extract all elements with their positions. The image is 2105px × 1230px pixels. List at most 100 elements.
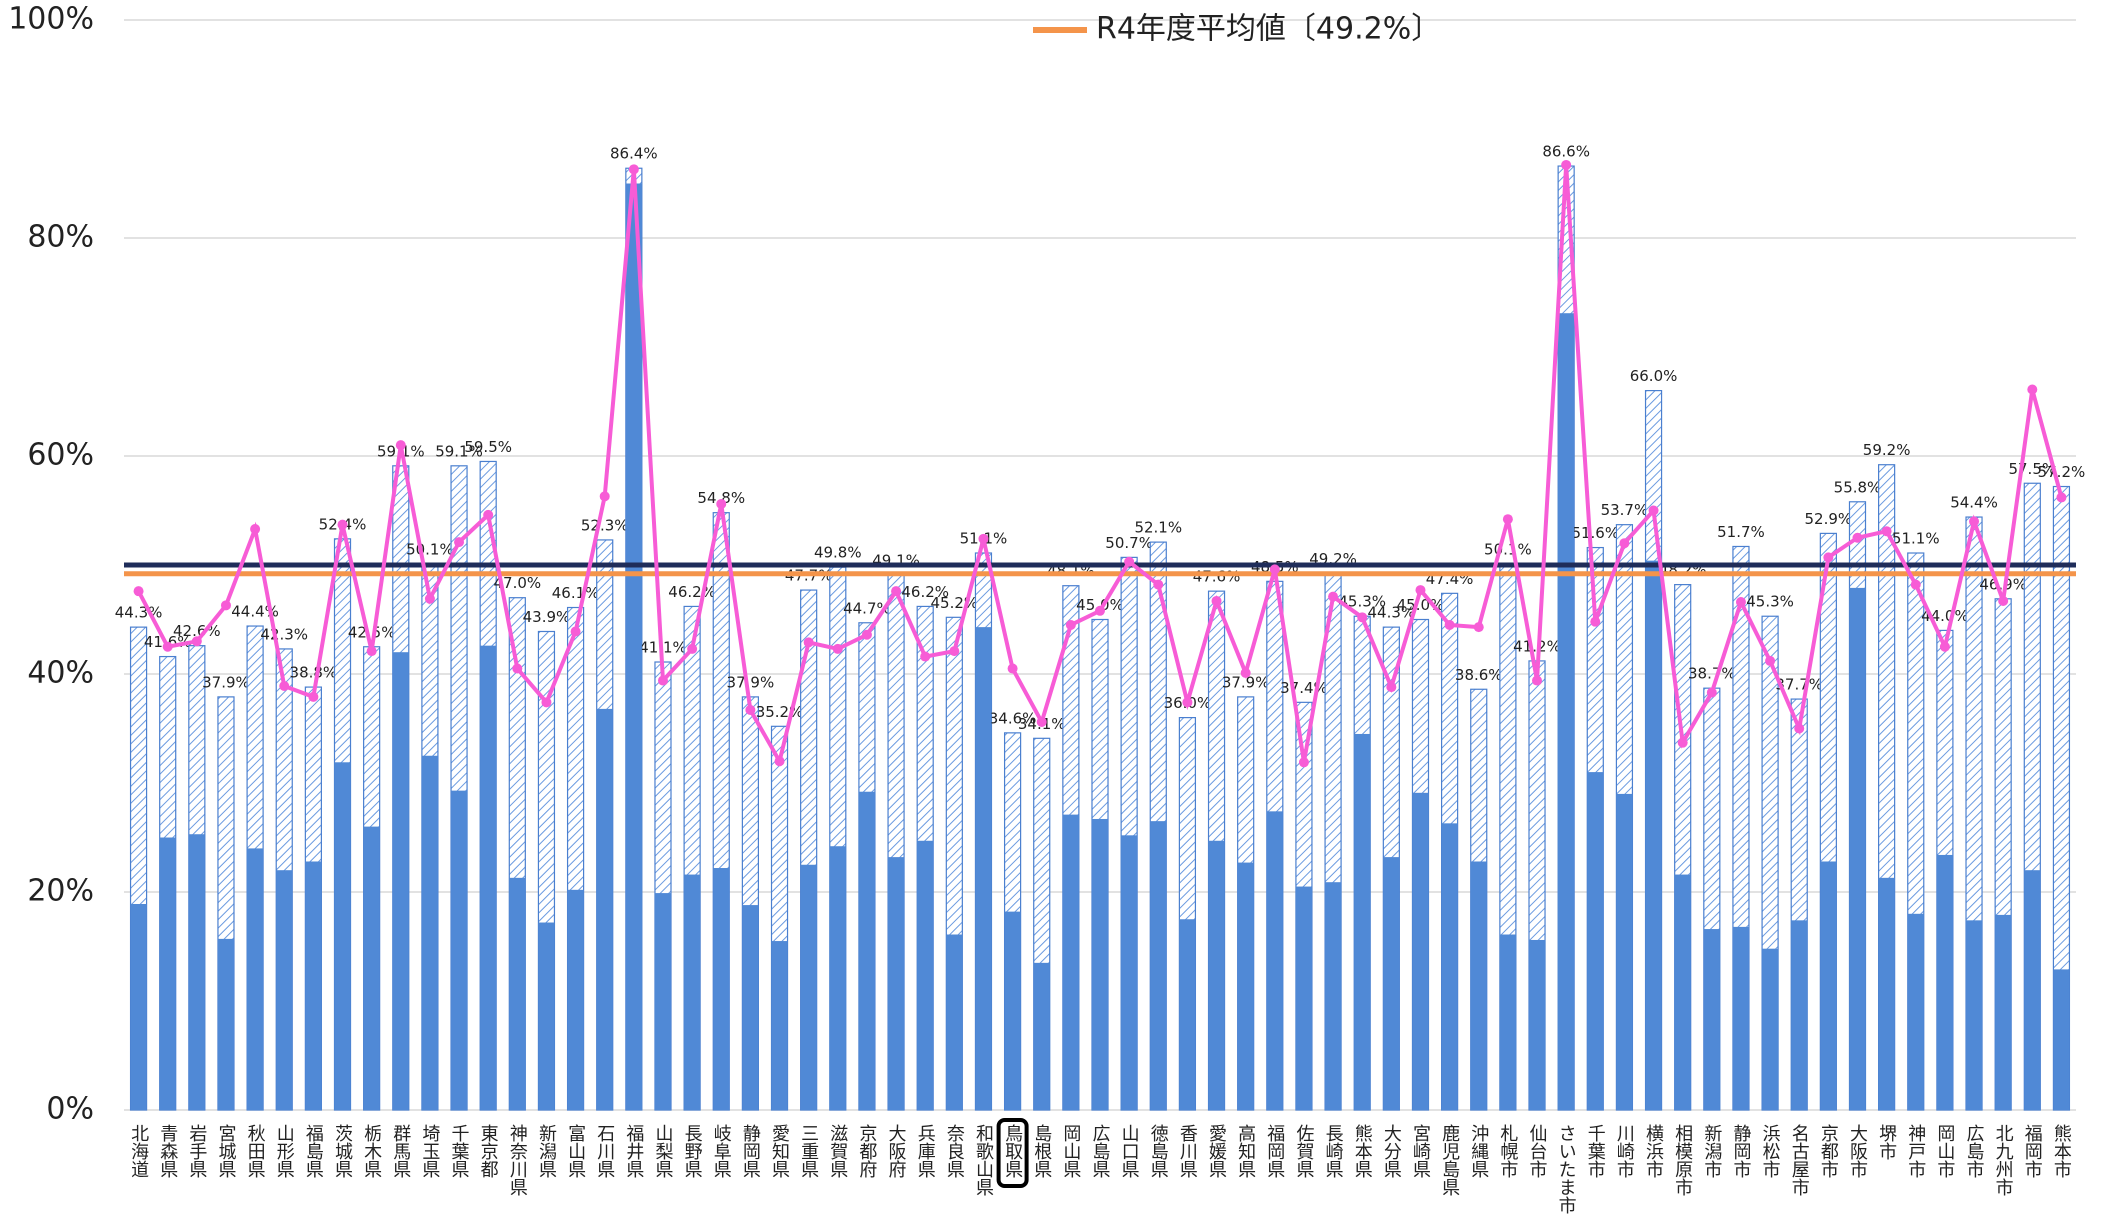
x-tick-label: 京都市 <box>1818 1124 1839 1178</box>
line-point <box>1211 595 1222 606</box>
x-tick-label: 滋賀県 <box>827 1124 848 1178</box>
line-point <box>657 675 668 686</box>
bar <box>1266 811 1283 1110</box>
line-point <box>1124 556 1135 567</box>
x-tick-label: 福岡市 <box>2022 1124 2043 1178</box>
data-label: 44.4% <box>231 603 279 621</box>
data-label: 46.2% <box>901 583 949 601</box>
line-point <box>1298 757 1309 768</box>
data-label: 46.1% <box>552 584 600 602</box>
data-label: 54.4% <box>1950 494 1998 512</box>
x-tick-label: 三重県 <box>798 1124 819 1178</box>
bar <box>1062 814 1079 1110</box>
bar <box>858 791 875 1110</box>
x-tick-label: 長野県 <box>682 1124 703 1178</box>
bar <box>625 183 642 1110</box>
data-label: 66.0% <box>1630 367 1678 385</box>
bar <box>1587 772 1604 1110</box>
x-tick-label: 東京都 <box>478 1124 499 1178</box>
x-tick-label: 埼玉県 <box>419 1124 440 1178</box>
line-point <box>541 697 552 708</box>
x-tick-label: 兵庫県 <box>915 1124 936 1178</box>
data-label: 38.8% <box>290 664 338 682</box>
line-point <box>1910 579 1921 590</box>
x-tick-label: 仙台市 <box>1527 1124 1548 1178</box>
line-point <box>628 164 639 175</box>
line-point <box>250 524 261 535</box>
data-label: 38.7% <box>1688 665 1736 683</box>
x-tick-label: 広島県 <box>1090 1124 1111 1178</box>
line-point <box>133 586 144 597</box>
x-tick-label: 札幌市 <box>1497 1124 1518 1178</box>
bar <box>2024 870 2041 1110</box>
line-point <box>2056 492 2067 503</box>
line-point <box>308 691 319 702</box>
data-label: 52.9% <box>1805 510 1853 528</box>
line-point <box>1386 682 1397 693</box>
x-tick-label: 福井県 <box>623 1124 644 1178</box>
line-point <box>745 704 756 715</box>
y-tick-label: 60% <box>27 438 94 473</box>
bar <box>829 846 846 1110</box>
highlight-box <box>996 1118 1029 1188</box>
bar <box>713 868 730 1110</box>
bar <box>1966 920 1983 1110</box>
x-tick-label: 大分県 <box>1381 1124 1402 1178</box>
x-tick-label: さいたま市 <box>1556 1124 1577 1214</box>
data-label: 86.6% <box>1542 143 1590 161</box>
line-point <box>832 643 843 654</box>
x-tick-label: 新潟市 <box>1701 1124 1722 1178</box>
bar <box>1529 939 1546 1110</box>
data-label: 51.7% <box>1717 523 1765 541</box>
legend-label: R4年度平均値〔49.2%〕 <box>1096 12 1441 47</box>
y-tick-label: 0% <box>46 1092 94 1127</box>
bar <box>2053 969 2070 1110</box>
data-label: 35.2% <box>756 703 804 721</box>
line-point <box>162 641 173 652</box>
line-point <box>220 600 231 611</box>
line-point <box>1735 597 1746 608</box>
line-point <box>424 593 435 604</box>
bar <box>1237 862 1254 1110</box>
data-label: 37.7% <box>1775 676 1823 694</box>
line-point <box>1095 605 1105 616</box>
bar <box>1820 861 1837 1110</box>
bar <box>1470 861 1487 1110</box>
bar <box>1907 913 1924 1110</box>
bar <box>1645 560 1662 1110</box>
data-label: 44.7% <box>843 599 891 617</box>
bar <box>1383 857 1400 1110</box>
y-tick-label: 100% <box>8 2 94 37</box>
x-tick-label: 高知県 <box>1235 1124 1256 1178</box>
bar <box>130 903 147 1110</box>
bar <box>159 837 176 1110</box>
line-point <box>512 663 523 674</box>
bar <box>946 934 963 1110</box>
x-tick-label: 宮城県 <box>215 1124 236 1178</box>
line-point <box>1502 514 1513 525</box>
bar <box>1412 792 1429 1110</box>
bar <box>1703 929 1720 1110</box>
x-tick-label: 香川県 <box>1177 1124 1198 1178</box>
x-tick-label: 名古屋市 <box>1789 1124 1810 1196</box>
data-label: 52.1% <box>1134 519 1182 537</box>
bar <box>1325 882 1342 1110</box>
line-point <box>1619 538 1630 549</box>
data-label: 44.3% <box>1368 604 1416 622</box>
bar <box>1616 793 1633 1110</box>
line-point <box>687 643 698 654</box>
x-tick-label: 石川県 <box>594 1124 615 1178</box>
bar <box>1004 911 1021 1110</box>
x-tick-label: 大阪府 <box>886 1124 907 1179</box>
data-label: 37.9% <box>1222 673 1270 691</box>
data-label: 42.3% <box>260 625 308 643</box>
x-tick-label: 栃木県 <box>361 1124 382 1178</box>
x-tick-label: 新潟県 <box>536 1124 557 1178</box>
data-label: 51.6% <box>1571 524 1619 542</box>
line-point <box>891 586 902 597</box>
x-tick-label: 福島県 <box>303 1124 324 1178</box>
x-tick-label: 神奈川県 <box>507 1124 528 1196</box>
data-label: 47.0% <box>493 574 541 592</box>
x-tick-label: 秋田県 <box>245 1124 266 1178</box>
